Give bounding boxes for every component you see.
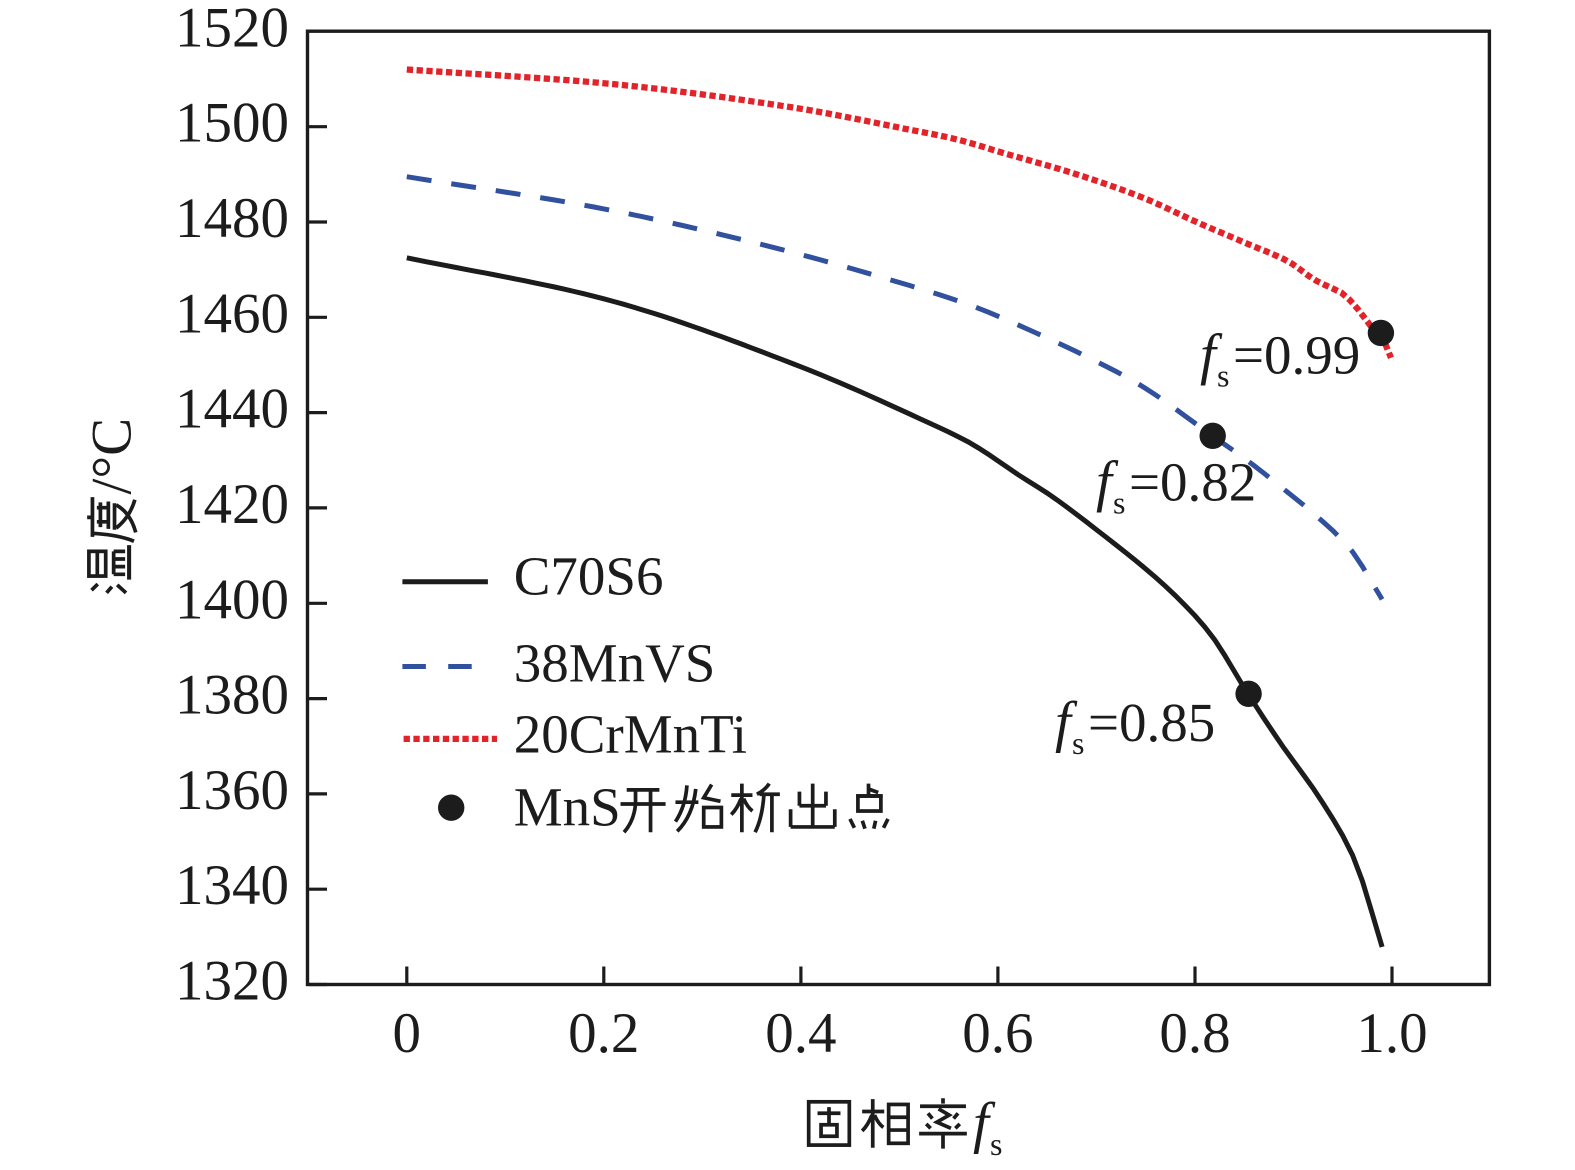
- svg-text:1.0: 1.0: [1356, 1002, 1427, 1065]
- svg-text:1400: 1400: [175, 568, 289, 631]
- svg-text:MnS: MnS: [514, 777, 621, 838]
- svg-text:20CrMnTi: 20CrMnTi: [514, 704, 747, 765]
- svg-text:38MnVS: 38MnVS: [514, 633, 716, 694]
- svg-text:s: s: [1113, 485, 1125, 521]
- svg-text:/°C: /°C: [81, 418, 144, 495]
- svg-text:1440: 1440: [175, 378, 289, 441]
- svg-text:s: s: [1217, 358, 1229, 394]
- svg-text:1340: 1340: [175, 854, 289, 917]
- svg-text:1320: 1320: [175, 950, 289, 1013]
- svg-text:0.4: 0.4: [765, 1002, 836, 1065]
- svg-text:1380: 1380: [175, 664, 289, 727]
- svg-text:s: s: [990, 1126, 1002, 1162]
- svg-text:0.2: 0.2: [568, 1002, 639, 1065]
- svg-text:0.8: 0.8: [1159, 1002, 1230, 1065]
- svg-text:C70S6: C70S6: [514, 546, 664, 607]
- svg-text:1460: 1460: [175, 282, 289, 345]
- svg-text:1520: 1520: [175, 0, 289, 59]
- svg-text:0.6: 0.6: [962, 1002, 1033, 1065]
- svg-text:1360: 1360: [175, 759, 289, 822]
- svg-text:0: 0: [393, 1002, 422, 1065]
- svg-text:=0.85: =0.85: [1088, 692, 1215, 753]
- svg-text:=0.99: =0.99: [1233, 325, 1360, 386]
- svg-text:=0.82: =0.82: [1129, 452, 1256, 513]
- svg-text:1500: 1500: [175, 92, 289, 155]
- svg-text:1480: 1480: [175, 187, 289, 250]
- svg-text:s: s: [1072, 725, 1084, 761]
- svg-text:1420: 1420: [175, 473, 289, 536]
